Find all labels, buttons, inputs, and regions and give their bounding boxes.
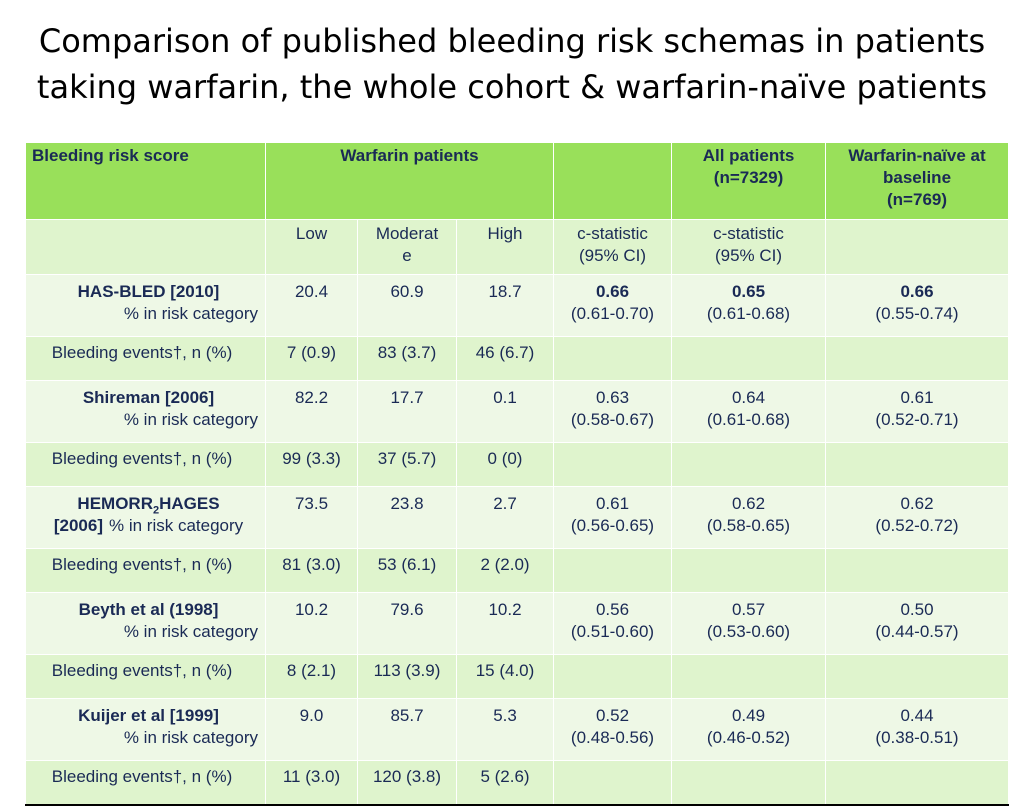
pct-high: 18.7 [455,274,555,337]
cstat-warfarin: 0.61 (0.56-0.65) [553,486,673,549]
cstat-warfarin: 0.63 (0.58-0.67) [553,380,673,443]
cstat-naive: 0.44 (0.38-0.51) [825,698,1010,761]
pct-label: % in risk category [123,728,258,747]
events-moderate: 120 (3.8) [357,760,457,806]
events-high: 46 (6.7) [455,336,555,381]
table-row: Shireman [2006] % in risk category 82.2 … [25,380,1010,443]
events-high: 2 (2.0) [455,548,555,593]
table-row: Bleeding events†, n (%) 99 (3.3) 37 (5.7… [25,442,1010,487]
table-row: Kuijer et al [1999] % in risk category 9… [25,698,1010,761]
subheader-high: High [455,219,555,275]
subheader-naive-empty [825,219,1010,275]
pct-label: % in risk category [108,516,244,535]
pct-low: 82.2 [265,380,358,443]
events-moderate: 37 (5.7) [357,442,457,487]
cstat-naive: 0.50 (0.44-0.57) [825,592,1010,655]
pct-high: 2.7 [455,486,555,549]
cstat-all: 0.65 (0.61-0.68) [671,274,827,337]
header-empty [553,142,673,220]
events-low: 81 (3.0) [265,548,358,593]
score-name: HAS-BLED [2010] [77,282,220,301]
pct-moderate: 85.7 [357,698,457,761]
subheader-low: Low [265,219,358,275]
pct-label: % in risk category [123,622,258,641]
header-warfarin-naive: Warfarin-naïve at baseline (n=769) [825,142,1010,220]
events-label: Bleeding events†, n (%) [25,760,266,806]
events-moderate: 83 (3.7) [357,336,457,381]
subheader-cstat-warfarin: c-statistic (95% CI) [553,219,673,275]
table-row: Bleeding events†, n (%) 81 (3.0) 53 (6.1… [25,548,1010,593]
score-name-cell: Shireman [2006] % in risk category [25,380,266,443]
slide-title-line-1: Comparison of published bleeding risk sc… [38,22,986,60]
events-label: Bleeding events†, n (%) [25,654,266,699]
header-row: Bleeding risk score Warfarin patients Al… [25,142,1010,220]
cstat-warfarin: 0.52 (0.48-0.56) [553,698,673,761]
score-name: Shireman [2006] [82,388,215,407]
header-warfarin: Warfarin patients [264,142,555,220]
score-year: [2006] [53,516,103,535]
header-score: Bleeding risk score [25,142,266,220]
cstat-all: 0.62 (0.58-0.65) [671,486,827,549]
subheader-empty [25,219,266,275]
score-name-cell: Beyth et al (1998] % in risk category [25,592,266,655]
score-name-cell: HAS-BLED [2010] % in risk category [25,274,266,337]
events-high: 0 (0) [455,442,555,487]
pct-high: 0.1 [455,380,555,443]
bleeding-risk-table: Bleeding risk score Warfarin patients Al… [25,142,1010,806]
pct-high: 10.2 [455,592,555,655]
cstat-naive: 0.62 (0.52-0.72) [825,486,1010,549]
table-row: Bleeding events†, n (%) 7 (0.9) 83 (3.7)… [25,336,1010,381]
score-name: Kuijer et al [1999] [78,706,219,725]
score-name: Beyth et al (1998] [78,600,219,619]
events-low: 11 (3.0) [265,760,358,806]
pct-low: 9.0 [265,698,358,761]
cstat-warfarin: 0.56 (0.51-0.60) [553,592,673,655]
subheader-cstat-all: c-statistic (95% CI) [671,219,827,275]
score-name: HEMORR2HAGES [77,494,220,517]
cstat-naive: 0.66 (0.55-0.74) [825,274,1010,337]
table-row: HEMORR2HAGES [2006] % in risk category 73… [25,486,1010,549]
cstat-all: 0.64 (0.61-0.68) [671,380,827,443]
events-high: 5 (2.6) [455,760,555,806]
pct-moderate: 79.6 [357,592,457,655]
cstat-all: 0.49 (0.46-0.52) [671,698,827,761]
events-low: 7 (0.9) [265,336,358,381]
subheader-moderate: Moderat e [357,219,457,275]
table-row: Bleeding events†, n (%) 11 (3.0) 120 (3.… [25,760,1010,806]
pct-high: 5.3 [455,698,555,761]
events-moderate: 113 (3.9) [357,654,457,699]
events-label: Bleeding events†, n (%) [25,548,266,593]
cstat-warfarin: 0.66 (0.61-0.70) [553,274,673,337]
pct-moderate: 60.9 [357,274,457,337]
pct-low: 73.5 [265,486,358,549]
table-row: HAS-BLED [2010] % in risk category 20.4 … [25,274,1010,337]
events-moderate: 53 (6.1) [357,548,457,593]
pct-label: % in risk category [123,410,258,429]
pct-moderate: 17.7 [357,380,457,443]
subheader-row: Low Moderat e High c-statistic (95% CI) … [25,219,1010,275]
pct-moderate: 23.8 [357,486,457,549]
header-all-patients: All patients (n=7329) [671,142,827,220]
cstat-naive: 0.61 (0.52-0.71) [825,380,1010,443]
table-row: Beyth et al (1998] % in risk category 10… [25,592,1010,655]
slide-title: Comparison of published bleeding risk sc… [0,18,1024,110]
pct-low: 10.2 [265,592,358,655]
table-row: Bleeding events†, n (%) 8 (2.1) 113 (3.9… [25,654,1010,699]
pct-label: % in risk category [123,304,258,323]
score-name-cell: Kuijer et al [1999] % in risk category [25,698,266,761]
slide-title-line-2: taking warfarin, the whole cohort & warf… [36,68,988,106]
score-name-cell: HEMORR2HAGES [2006] % in risk category [25,486,266,549]
events-label: Bleeding events†, n (%) [25,442,266,487]
events-high: 15 (4.0) [455,654,555,699]
events-low: 99 (3.3) [265,442,358,487]
pct-low: 20.4 [265,274,358,337]
cstat-all: 0.57 (0.53-0.60) [671,592,827,655]
events-label: Bleeding events†, n (%) [25,336,266,381]
events-low: 8 (2.1) [265,654,358,699]
